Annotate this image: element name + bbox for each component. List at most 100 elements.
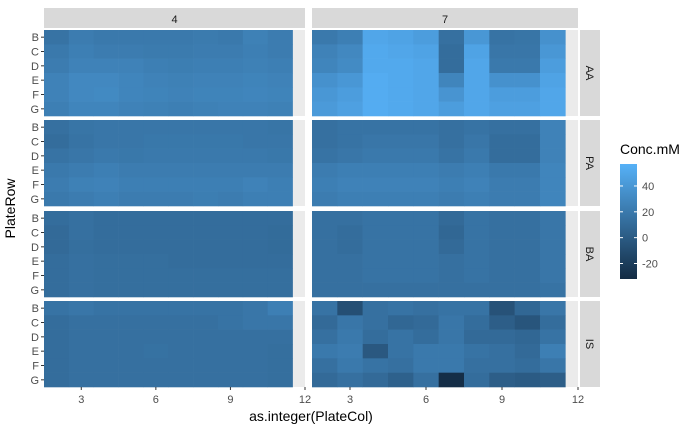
facet-strip-right [580, 301, 600, 387]
heatmap-cell [118, 120, 144, 135]
heatmap-cell [242, 87, 269, 102]
heatmap-cell [464, 329, 490, 345]
heatmap-cell [489, 211, 515, 226]
heatmap-cell [337, 358, 363, 373]
heatmap-cell [362, 134, 389, 149]
heatmap-cell [242, 73, 269, 88]
heatmap-cell [267, 120, 293, 135]
heatmap-cell [312, 372, 338, 388]
heatmap-cell [218, 268, 244, 283]
heatmap-cell [93, 329, 119, 345]
heatmap-cell [44, 177, 70, 192]
heatmap-cell [489, 225, 515, 240]
heatmap-cell [143, 163, 169, 178]
heatmap-cell [312, 191, 338, 207]
heatmap-cell [44, 344, 70, 359]
heatmap-cell [93, 44, 119, 59]
heatmap-cell [118, 191, 144, 207]
heatmap-cell [337, 177, 363, 192]
heatmap-cell [267, 372, 293, 388]
y-tick-label: E [32, 256, 39, 268]
heatmap-cell [489, 101, 515, 117]
heatmap-cell [514, 225, 541, 240]
heatmap-cell [388, 301, 414, 316]
heatmap-cell [218, 225, 244, 240]
heatmap-cell [413, 30, 439, 45]
heatmap-cell [168, 344, 194, 359]
heatmap-cell [438, 239, 465, 255]
legend-tick-label: -20 [642, 258, 658, 270]
heatmap-cell [362, 191, 389, 207]
heatmap-cell [489, 358, 515, 373]
x-tick-label: 6 [153, 394, 159, 406]
heatmap-cell [337, 239, 363, 255]
heatmap-cell [388, 211, 414, 226]
y-tick-label: C [31, 137, 39, 149]
facet-label-col: 4 [171, 14, 177, 26]
heatmap-cell [143, 58, 169, 74]
heatmap-cell [242, 358, 269, 373]
heatmap-cell [413, 254, 439, 269]
heatmap-cell [267, 148, 293, 164]
heatmap-cell [489, 239, 515, 255]
heatmap-cell [489, 30, 515, 45]
heatmap-cell [44, 30, 70, 45]
heatmap-cell [68, 120, 95, 135]
heatmap-cell [218, 254, 244, 269]
heatmap-cell [540, 44, 566, 59]
heatmap-cell [242, 211, 269, 226]
heatmap-cell [388, 73, 414, 88]
heatmap-cell [388, 177, 414, 192]
heatmap-cell [413, 211, 439, 226]
heatmap-cell [362, 44, 389, 59]
heatmap-cell [218, 44, 244, 59]
heatmap-cell [438, 191, 465, 207]
heatmap-cell [193, 73, 219, 88]
heatmap-cell [540, 211, 566, 226]
heatmap-cell [413, 148, 439, 164]
heatmap-cell [413, 282, 439, 298]
heatmap-cell [312, 177, 338, 192]
heatmap-cell [438, 282, 465, 298]
heatmap-cell [438, 134, 465, 149]
heatmap-panel-7-PA [312, 120, 566, 207]
heatmap-cell [438, 254, 465, 269]
heatmap-cell [388, 101, 414, 117]
heatmap-cell [413, 58, 439, 74]
heatmap-cell [93, 163, 119, 178]
heatmap-cell [464, 268, 490, 283]
heatmap-cell [540, 58, 566, 74]
heatmap-cell [514, 358, 541, 373]
heatmap-cell [413, 73, 439, 88]
heatmap-cell [312, 239, 338, 255]
heatmap-cell [93, 211, 119, 226]
y-tick-label: F [32, 180, 39, 192]
heatmap-cell [242, 120, 269, 135]
legend-tick-label: 0 [642, 233, 648, 245]
heatmap-cell [464, 163, 490, 178]
heatmap-cell [93, 134, 119, 149]
heatmap-cell [540, 177, 566, 192]
heatmap-cell [267, 301, 293, 316]
heatmap-cell [413, 120, 439, 135]
heatmap-cell [312, 87, 338, 102]
heatmap-cell [218, 148, 244, 164]
heatmap-cell [438, 268, 465, 283]
heatmap-cell [464, 372, 490, 388]
heatmap-cell [413, 163, 439, 178]
heatmap-cell [143, 329, 169, 345]
heatmap-cell [93, 268, 119, 283]
heatmap-cell [489, 329, 515, 345]
heatmap-panel-7-BA [312, 211, 566, 298]
heatmap-cell [540, 191, 566, 207]
heatmap-cell [540, 254, 566, 269]
heatmap-cell [193, 177, 219, 192]
y-axis-title: PlateRow [2, 178, 18, 239]
heatmap-cell [218, 101, 244, 117]
heatmap-panel-7-IS [312, 301, 566, 388]
heatmap-cell [413, 101, 439, 117]
heatmap-cell [312, 58, 338, 74]
heatmap-cell [413, 225, 439, 240]
legend-tick-label: 40 [642, 181, 654, 193]
